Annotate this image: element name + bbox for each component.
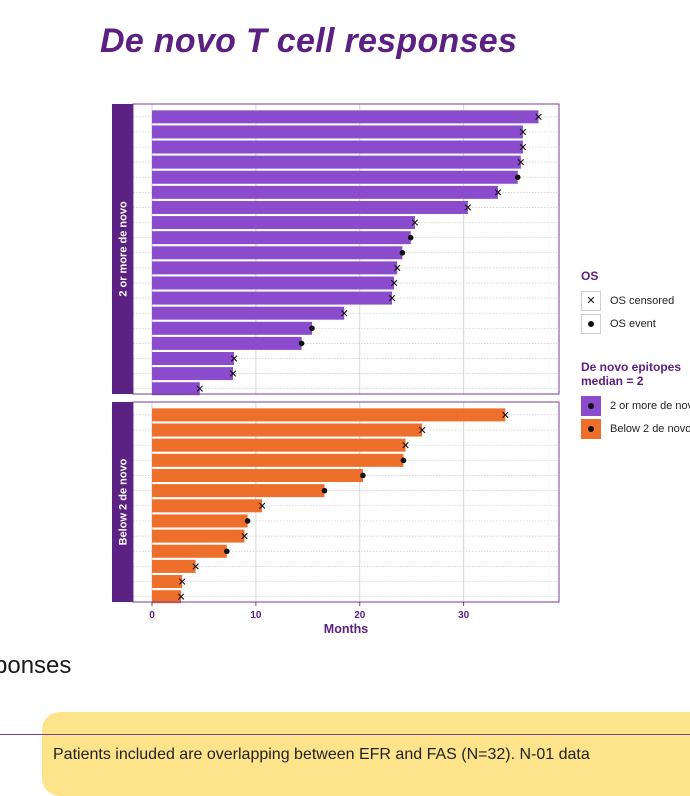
facet-label: 2 or more de novo bbox=[118, 201, 130, 297]
os-censored-marker bbox=[411, 219, 419, 226]
os-censored-marker bbox=[390, 279, 398, 287]
subtitle-fragment: ponses bbox=[0, 652, 72, 679]
x-tick-label: 0 bbox=[149, 610, 155, 621]
bar bbox=[152, 306, 345, 320]
x-tick-label: 10 bbox=[250, 610, 262, 621]
os-censored-marker bbox=[341, 310, 348, 317]
bar bbox=[152, 170, 518, 184]
bar bbox=[152, 468, 363, 482]
bar bbox=[152, 352, 235, 365]
bar-chart: 2 or more de novo Below 2 de novo 0 10 20 30 M… bbox=[112, 103, 560, 636]
divider-line bbox=[0, 734, 690, 735]
os-event-marker bbox=[224, 548, 230, 555]
bar bbox=[152, 200, 468, 214]
os-censored-marker bbox=[388, 294, 396, 302]
os-event-marker bbox=[399, 249, 406, 256]
os-censored-marker bbox=[464, 204, 472, 211]
epitope-legend: De novo epitopes median = 2 2 or more de… bbox=[581, 360, 690, 440]
legend-label: OS event bbox=[610, 317, 656, 330]
os-event-marker bbox=[514, 174, 521, 181]
legend-label: 2 or more de novo bbox=[610, 399, 690, 412]
bar bbox=[152, 514, 248, 528]
os-censored-marker bbox=[241, 532, 248, 540]
x-tick-label: 30 bbox=[458, 610, 470, 621]
bar bbox=[152, 499, 263, 513]
os-censored-marker bbox=[394, 264, 401, 272]
os-censored-marker bbox=[402, 441, 409, 449]
bar bbox=[152, 246, 403, 260]
os-event-marker bbox=[400, 457, 407, 464]
bar bbox=[152, 590, 182, 604]
os-censored-marker bbox=[494, 189, 502, 196]
epitope-legend-subtitle: median = 2 bbox=[581, 374, 644, 388]
bar bbox=[152, 559, 196, 573]
purple-swatch bbox=[581, 395, 601, 416]
bar bbox=[152, 291, 393, 305]
bar bbox=[152, 336, 302, 350]
bar bbox=[152, 276, 395, 290]
os-censored-marker bbox=[230, 355, 238, 362]
facet-label: Below 2 de novo bbox=[118, 458, 130, 545]
bar bbox=[152, 140, 523, 154]
bar bbox=[152, 125, 523, 139]
bar bbox=[152, 544, 227, 558]
os-censored-marker bbox=[418, 426, 426, 434]
legend-item-below-2: Below 2 de novo bbox=[581, 417, 690, 440]
os-legend: OS ✕ OS censored OS event bbox=[581, 269, 674, 335]
legend-item-os-censored: ✕ OS censored bbox=[581, 289, 674, 312]
os-censored-marker bbox=[196, 385, 203, 392]
os-event-marker bbox=[407, 234, 414, 241]
bar bbox=[152, 408, 506, 422]
os-event-marker bbox=[309, 325, 315, 332]
legend-item-os-event: OS event bbox=[581, 312, 674, 335]
legend-label: Below 2 de novo bbox=[610, 422, 690, 435]
os-event-marker bbox=[321, 487, 328, 494]
bar bbox=[152, 216, 415, 230]
os-censored-marker bbox=[178, 578, 186, 585]
os-censored-marker bbox=[519, 128, 527, 136]
os-censored-marker bbox=[177, 593, 185, 600]
orange-swatch bbox=[581, 418, 601, 439]
bar bbox=[152, 261, 398, 275]
os-censored-marker bbox=[519, 143, 527, 151]
os-event-marker bbox=[360, 472, 366, 479]
page-title: De novo T cell responses bbox=[100, 22, 518, 60]
os-censored-marker bbox=[229, 370, 237, 377]
os-censored-marker bbox=[502, 411, 509, 419]
bar bbox=[152, 484, 325, 498]
bar bbox=[152, 185, 498, 199]
os-legend-title: OS bbox=[581, 269, 599, 283]
bar bbox=[152, 438, 406, 452]
legend-label: OS censored bbox=[610, 294, 675, 307]
bar bbox=[152, 529, 245, 543]
os-censored-marker bbox=[258, 502, 266, 509]
bar bbox=[152, 155, 521, 169]
legend-item-2-or-more: 2 or more de novo bbox=[581, 394, 690, 417]
dot-icon bbox=[581, 313, 601, 334]
os-censored-marker bbox=[192, 563, 199, 570]
bar bbox=[152, 231, 411, 245]
bar bbox=[152, 321, 313, 335]
os-event-marker bbox=[244, 518, 251, 524]
facet-strip bbox=[112, 402, 133, 602]
bar bbox=[152, 575, 183, 589]
bar bbox=[152, 423, 423, 437]
bar bbox=[152, 367, 234, 381]
os-censored-marker bbox=[535, 113, 542, 121]
footnote-highlight bbox=[42, 712, 690, 796]
footnote: Patients included are overlapping betwee… bbox=[53, 746, 590, 763]
os-censored-marker bbox=[517, 158, 525, 166]
os-event-marker bbox=[298, 340, 305, 347]
bar bbox=[152, 453, 404, 467]
x-tick-label: 20 bbox=[354, 610, 366, 621]
bar bbox=[152, 110, 539, 124]
epitope-legend-title: De novo epitopes bbox=[581, 360, 682, 374]
cross-icon: ✕ bbox=[581, 290, 601, 311]
bar bbox=[152, 382, 200, 396]
facet-strip bbox=[112, 104, 133, 394]
x-axis-label: Months bbox=[324, 622, 368, 636]
